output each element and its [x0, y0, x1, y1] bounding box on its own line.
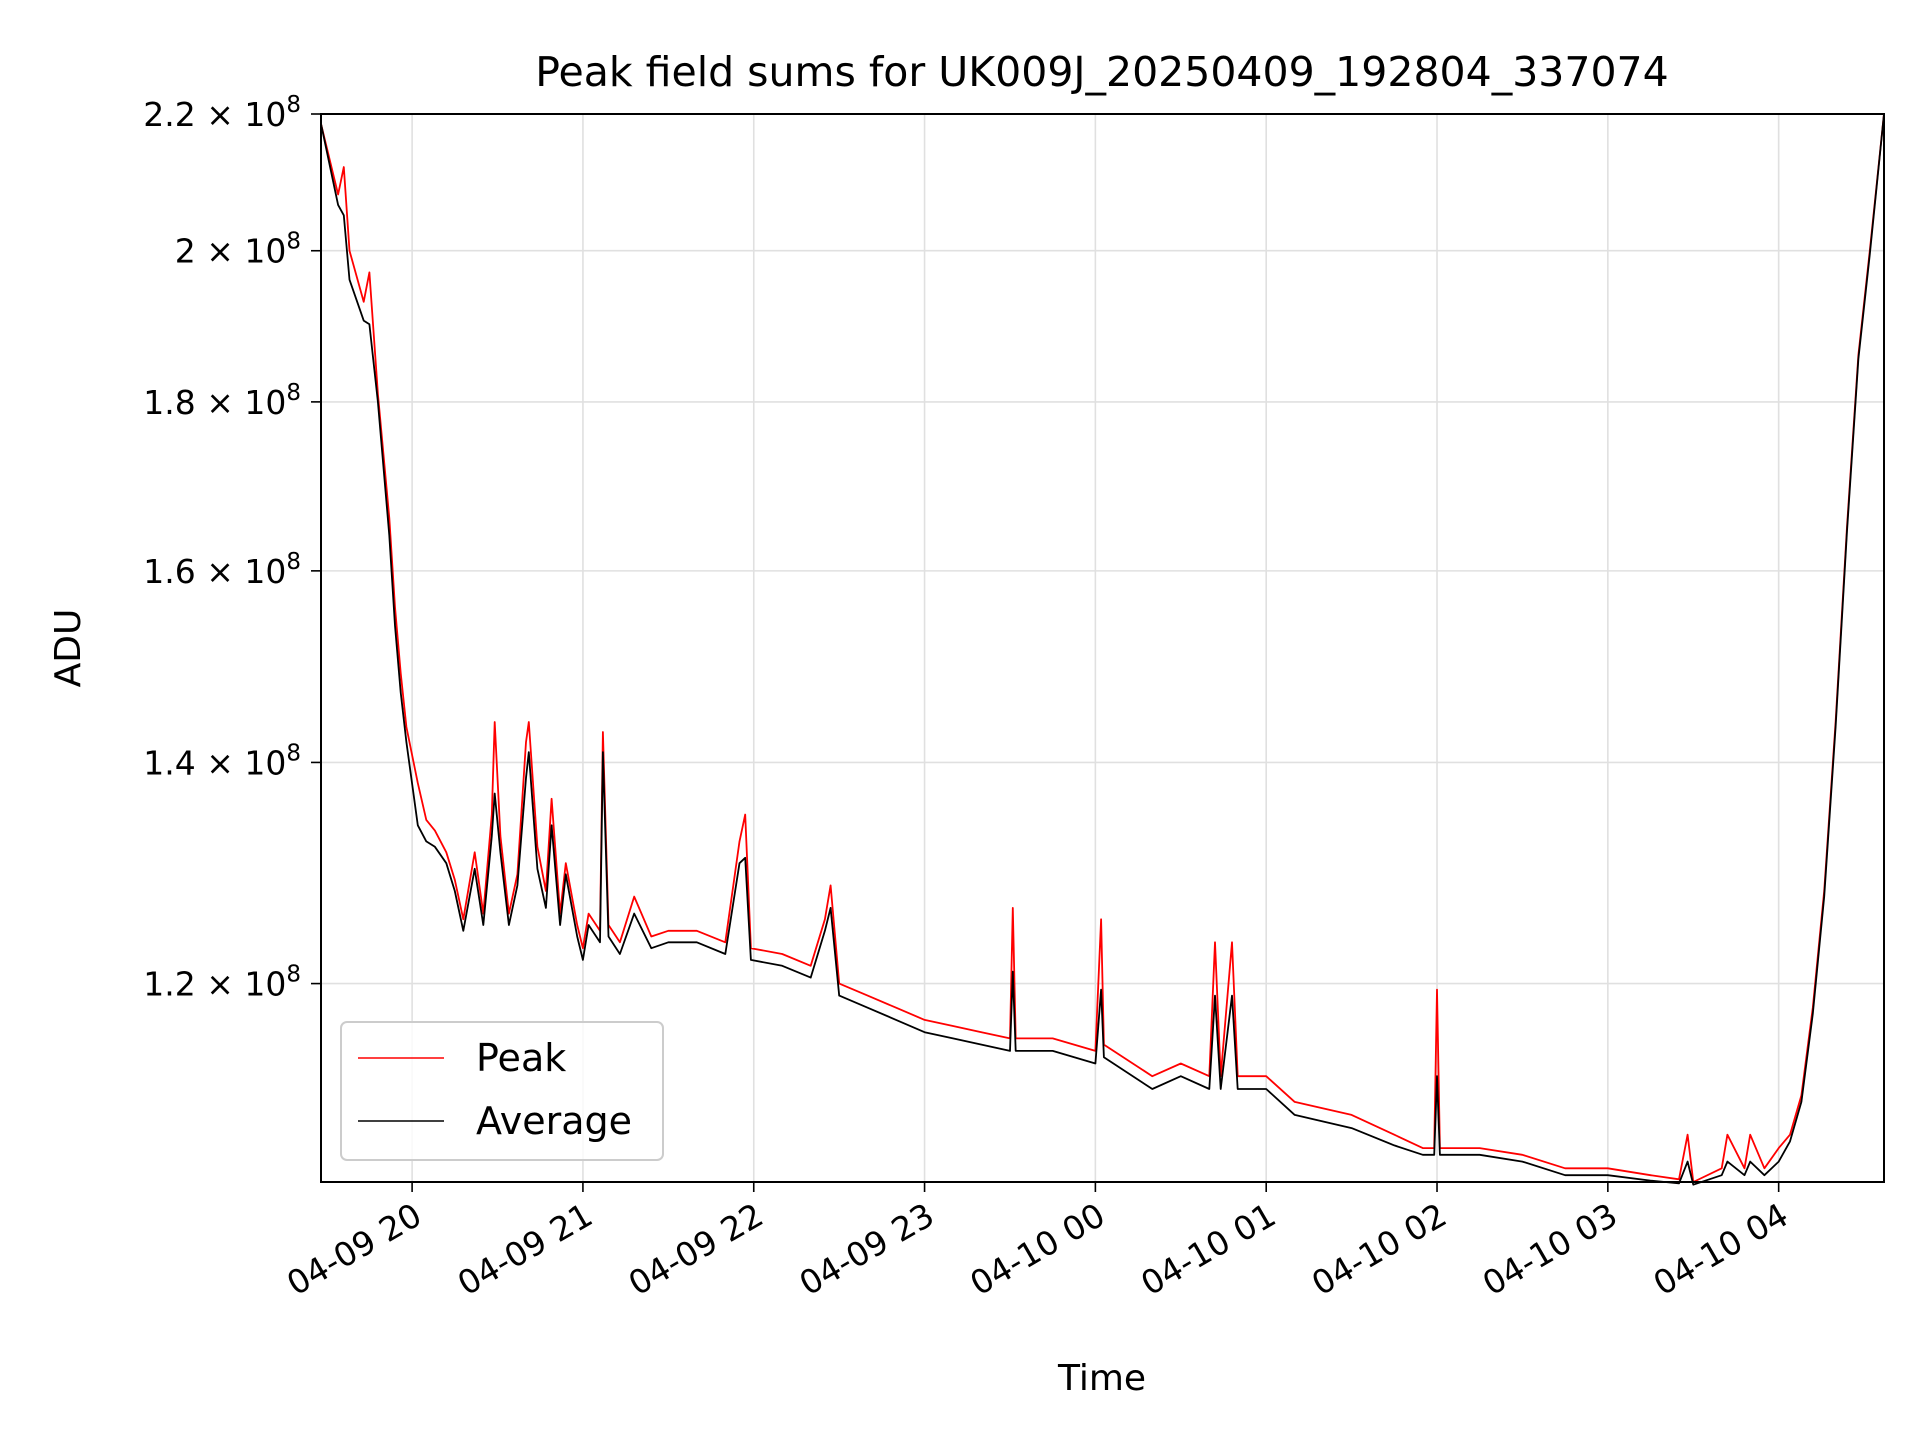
x-axis-label: Time: [1057, 1358, 1146, 1399]
y-tick-exponent: 8: [286, 92, 301, 118]
y-tick-mantissa: 2 × 10: [175, 232, 287, 271]
plot-frame: [320, 113, 1885, 1183]
y-tick-exponent: 8: [286, 962, 301, 988]
y-tick-mantissa: 1.6 × 10: [143, 552, 286, 591]
series-layer: [320, 113, 1885, 1186]
y-axis-label: ADU: [48, 609, 89, 688]
legend-label-average: Average: [476, 1099, 632, 1143]
y-tick-mantissa: 1.8 × 10: [143, 383, 286, 422]
legend-label-peak: Peak: [476, 1036, 566, 1080]
y-tick-label: 2.2 × 108: [143, 92, 301, 134]
chart-title: Peak field sums for UK009J_20250409_1928…: [535, 48, 1668, 96]
series-line-peak: [320, 113, 1885, 1183]
y-tick-label: 1.8 × 108: [143, 380, 301, 422]
y-tick-exponent: 8: [286, 740, 301, 766]
y-tick-label: 1.2 × 108: [143, 962, 301, 1004]
y-tick-mantissa: 1.4 × 10: [143, 743, 286, 782]
y-tick-label: 2 × 108: [175, 229, 301, 271]
y-tick-label: 1.4 × 108: [143, 740, 301, 782]
legend: Peak Average: [340, 1021, 664, 1161]
y-tick-mantissa: 2.2 × 10: [143, 95, 286, 134]
y-tick-mantissa: 1.2 × 10: [143, 965, 286, 1004]
grid: [321, 113, 1884, 1182]
y-tick-label: 1.6 × 108: [143, 549, 301, 591]
y-tick-exponent: 8: [286, 229, 301, 255]
y-tick-exponent: 8: [286, 549, 301, 575]
legend-box: [340, 1021, 664, 1161]
series-line-average: [320, 113, 1885, 1186]
y-tick-exponent: 8: [286, 380, 301, 406]
